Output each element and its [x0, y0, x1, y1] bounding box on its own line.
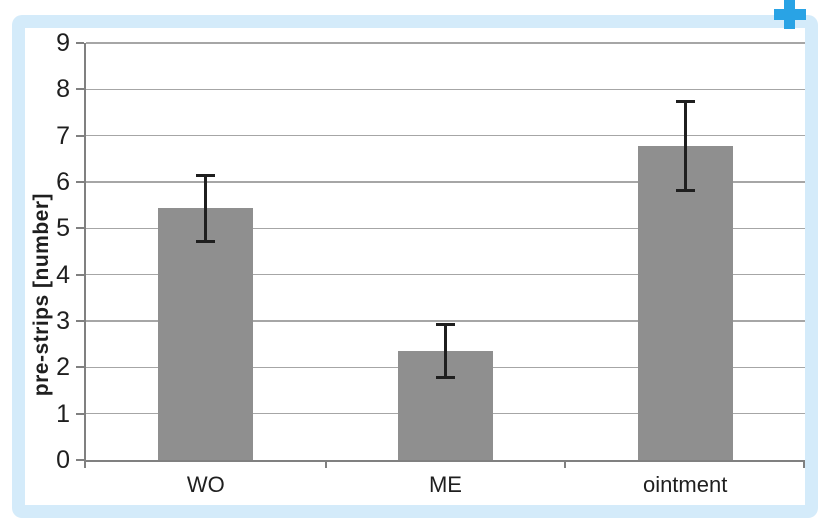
- y-tick-label: 9: [56, 29, 70, 57]
- error-bar-line: [683, 100, 687, 191]
- y-tick-label: 7: [56, 121, 70, 150]
- y-tick-label: 4: [56, 260, 70, 289]
- gridline: [86, 181, 805, 183]
- y-tick: [76, 181, 84, 183]
- y-tick: [76, 459, 84, 461]
- plus-vertical-bar: [784, 0, 795, 29]
- y-axis-title: pre-strips [number]: [24, 90, 60, 500]
- error-bar-cap-top: [436, 322, 455, 326]
- y-tick-label: 8: [56, 75, 70, 104]
- y-tick-label: 6: [56, 168, 70, 196]
- y-tick: [76, 227, 84, 230]
- y-tick: [76, 88, 84, 91]
- expand-plus-icon[interactable]: [774, 0, 806, 29]
- error-bar-cap-top: [196, 174, 216, 178]
- gridline: [86, 88, 805, 91]
- x-category-label: ointment: [642, 472, 728, 497]
- gridline: [86, 134, 805, 137]
- y-tick-label: 3: [56, 307, 70, 335]
- y-tick: [76, 412, 84, 415]
- y-tick: [76, 366, 84, 369]
- error-bar-cap-bottom: [436, 375, 455, 379]
- x-tick: [84, 460, 86, 468]
- y-tick-label: 1: [56, 399, 70, 428]
- error-bar-cap-bottom: [675, 188, 695, 192]
- y-tick-label: 2: [56, 353, 70, 382]
- y-tick-label: 5: [56, 214, 70, 243]
- x-tick: [803, 460, 805, 468]
- error-bar-line: [204, 175, 208, 242]
- gridline: [86, 227, 805, 230]
- x-tick: [324, 460, 327, 468]
- plot-area: 0 1 2 3 4 5 6 7 8 9 WO ME ointment: [56, 29, 805, 497]
- y-tick: [76, 320, 84, 322]
- y-tick: [76, 134, 84, 137]
- gridline: [86, 273, 805, 276]
- y-tick: [76, 42, 84, 44]
- bar: [158, 208, 254, 460]
- y-axis-title-text: pre-strips [number]: [30, 193, 53, 397]
- gridline: [86, 320, 805, 322]
- y-tick-label: 0: [56, 446, 70, 474]
- error-bar-cap-top: [675, 99, 695, 103]
- error-bar-cap-bottom: [196, 239, 216, 243]
- error-bar-line: [444, 323, 447, 378]
- x-category-label: WO: [186, 472, 225, 497]
- bar: [637, 145, 733, 460]
- x-tick: [564, 460, 567, 468]
- y-tick: [76, 273, 84, 276]
- x-category-label: ME: [428, 472, 462, 497]
- gridline: [86, 42, 805, 44]
